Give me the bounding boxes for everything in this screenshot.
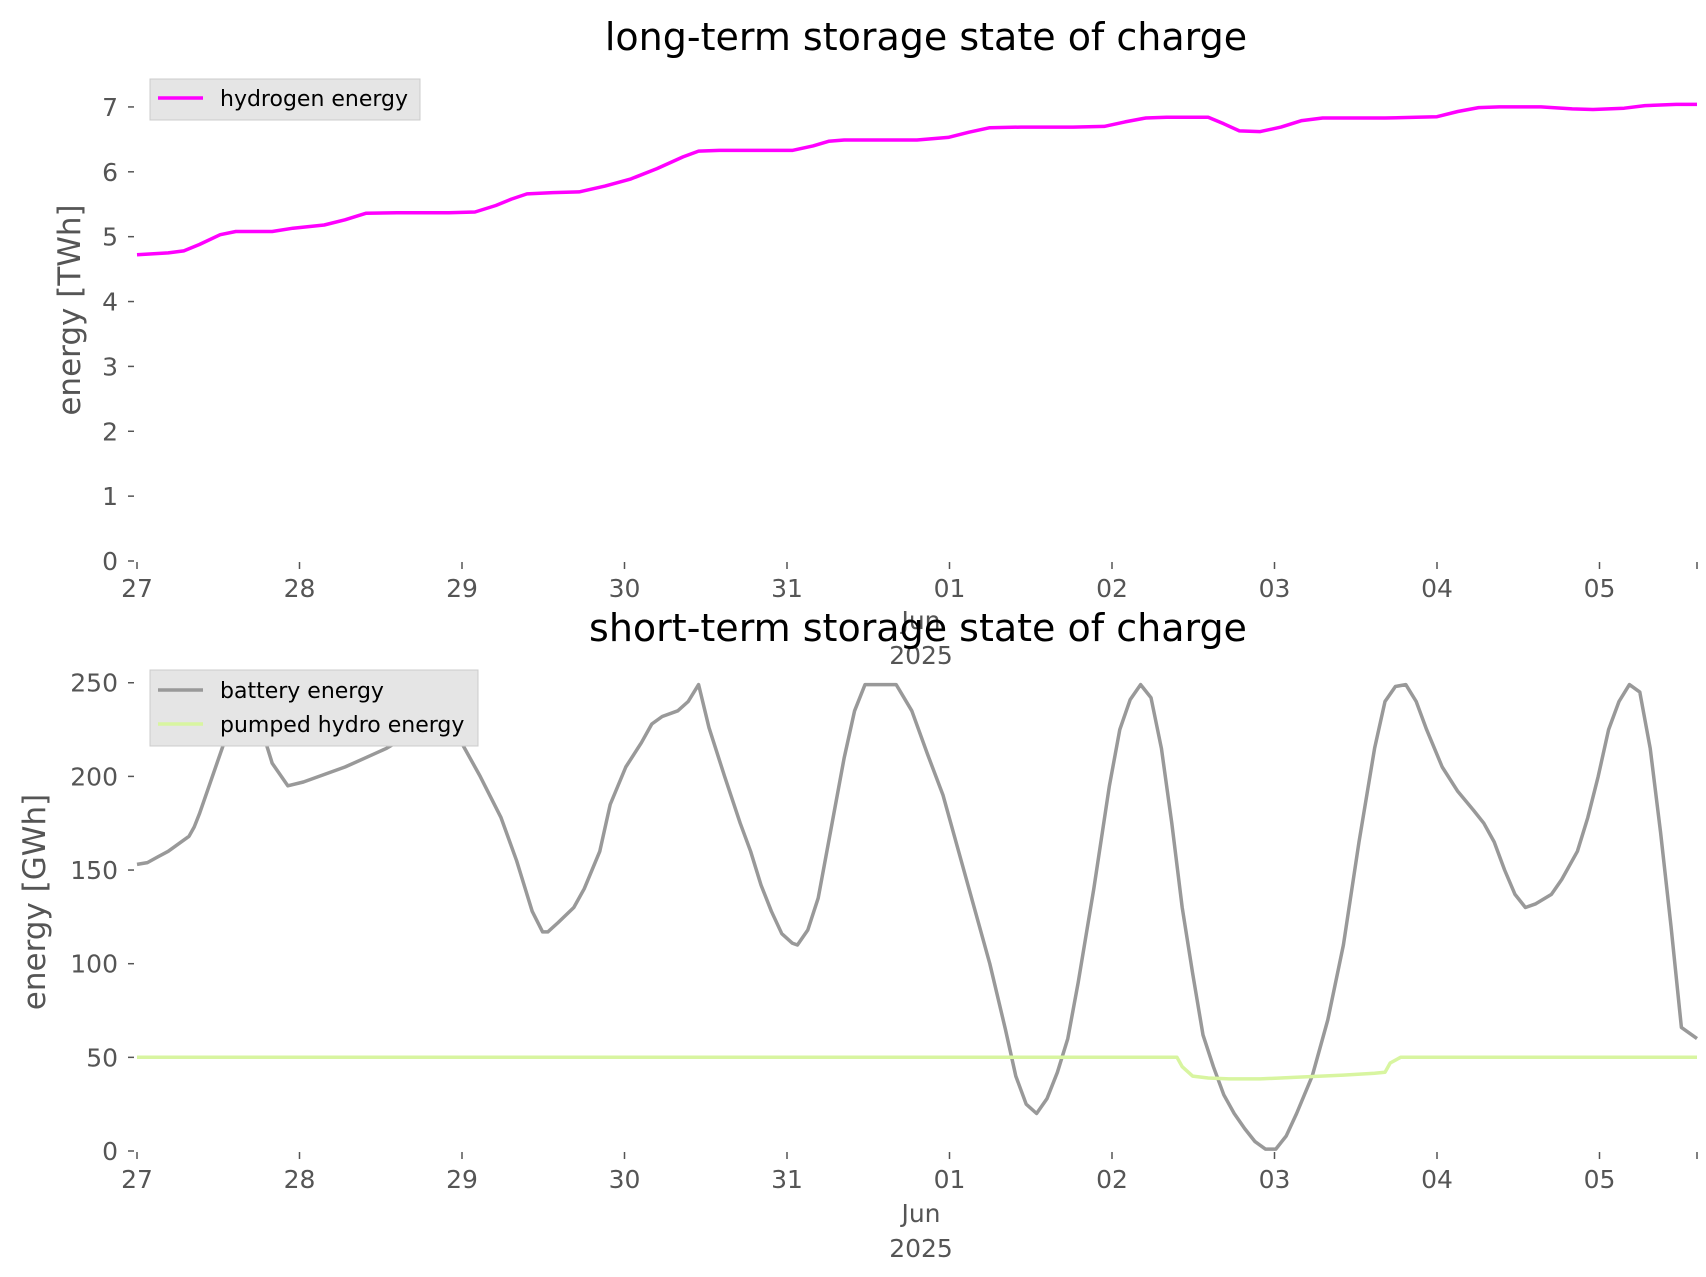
top-xtick-label-0: 27 — [121, 574, 153, 603]
top-ytick-label-5: 5 — [102, 223, 118, 252]
bottom-ytick-label-1: 50 — [86, 1043, 118, 1072]
chart-bottom-plot-area — [136, 682, 1699, 1151]
top-xtick-label-7: 03 — [1259, 574, 1291, 603]
top-ytick-label-2: 2 — [102, 417, 118, 446]
bottom-ytick-label-2: 100 — [70, 950, 118, 979]
chart-bottom-legend: battery energy pumped hydro energy — [149, 669, 479, 747]
chart-top-x-axis: Jun 2025 27 28 29 30 31 01 02 03 04 05 — [121, 562, 1698, 670]
top-ytick-label-7: 7 — [102, 93, 118, 122]
chart-top-legend: hydrogen energy — [149, 78, 421, 121]
bottom-ytick-label-3: 150 — [70, 856, 118, 885]
top-ytick-label-1: 1 — [102, 482, 118, 511]
top-series-line-hydrogen-energy — [136, 102, 1697, 257]
top-xtick-label-3: 30 — [609, 574, 641, 603]
top-xtick-label-5: 01 — [934, 574, 966, 603]
bottom-ytick-label-0: 0 — [102, 1137, 118, 1166]
top-xtick-label-6: 02 — [1096, 574, 1128, 603]
chart-top-title: long-term storage state of charge — [605, 15, 1247, 59]
top-xtick-label-9: 05 — [1584, 574, 1616, 603]
chart-top-x-secondary-label-year: 2025 — [889, 641, 953, 670]
bottom-ytick-label-5: 250 — [70, 669, 118, 698]
chart-top-legend-label-hydrogen: hydrogen energy — [220, 87, 408, 112]
chart-bottom-x-secondary-label-month: Jun — [899, 1199, 940, 1228]
bottom-xtick-label-9: 05 — [1584, 1165, 1616, 1194]
top-xtick-label-2: 29 — [446, 574, 478, 603]
chart-top: long-term storage state of charge energy… — [52, 15, 1698, 670]
top-ytick-label-6: 6 — [102, 158, 118, 187]
top-xtick-label-8: 04 — [1421, 574, 1453, 603]
chart-bottom-title: short-term storage state of charge — [589, 606, 1247, 650]
chart-top-x-secondary-label-month: Jun — [899, 606, 940, 635]
chart-bottom-legend-label-battery: battery energy — [220, 679, 384, 704]
bottom-xtick-label-7: 03 — [1259, 1165, 1291, 1194]
chart-bottom-x-secondary-label-year: 2025 — [889, 1234, 953, 1263]
top-ytick-label-4: 4 — [102, 288, 118, 317]
bottom-series-line-pumped-hydro-energy — [137, 1055, 1697, 1081]
chart-top-ylabel: energy [TWh] — [52, 204, 88, 415]
bottom-xtick-label-6: 02 — [1096, 1165, 1128, 1194]
chart-bottom: short-term storage state of charge energ… — [17, 606, 1699, 1263]
top-ytick-label-0: 0 — [102, 547, 118, 576]
top-xtick-label-1: 28 — [284, 574, 316, 603]
bottom-xtick-label-1: 28 — [284, 1165, 316, 1194]
bottom-xtick-label-4: 31 — [771, 1165, 803, 1194]
chart-bottom-legend-label-pumped-hydro: pumped hydro energy — [220, 713, 464, 738]
chart-bottom-ylabel: energy [GWh] — [17, 794, 53, 1010]
chart-bottom-legend-box — [149, 669, 479, 747]
bottom-series-line-battery-energy — [136, 682, 1699, 1151]
top-xtick-label-4: 31 — [771, 574, 803, 603]
chart-top-y-axis: 0 1 2 3 4 5 6 7 — [102, 93, 134, 576]
bottom-ytick-label-4: 200 — [70, 762, 118, 791]
bottom-xtick-label-5: 01 — [934, 1165, 966, 1194]
bottom-xtick-label-8: 04 — [1421, 1165, 1453, 1194]
bottom-xtick-label-0: 27 — [121, 1165, 153, 1194]
bottom-xtick-label-2: 29 — [446, 1165, 478, 1194]
bottom-xtick-label-3: 30 — [609, 1165, 641, 1194]
chart-top-plot-area — [136, 102, 1697, 257]
chart-bottom-x-axis: Jun 2025 27 28 29 30 31 01 02 03 04 05 — [121, 1152, 1698, 1263]
chart-bottom-y-axis: 0 50 100 150 200 250 — [70, 669, 134, 1166]
top-ytick-label-3: 3 — [102, 352, 118, 381]
